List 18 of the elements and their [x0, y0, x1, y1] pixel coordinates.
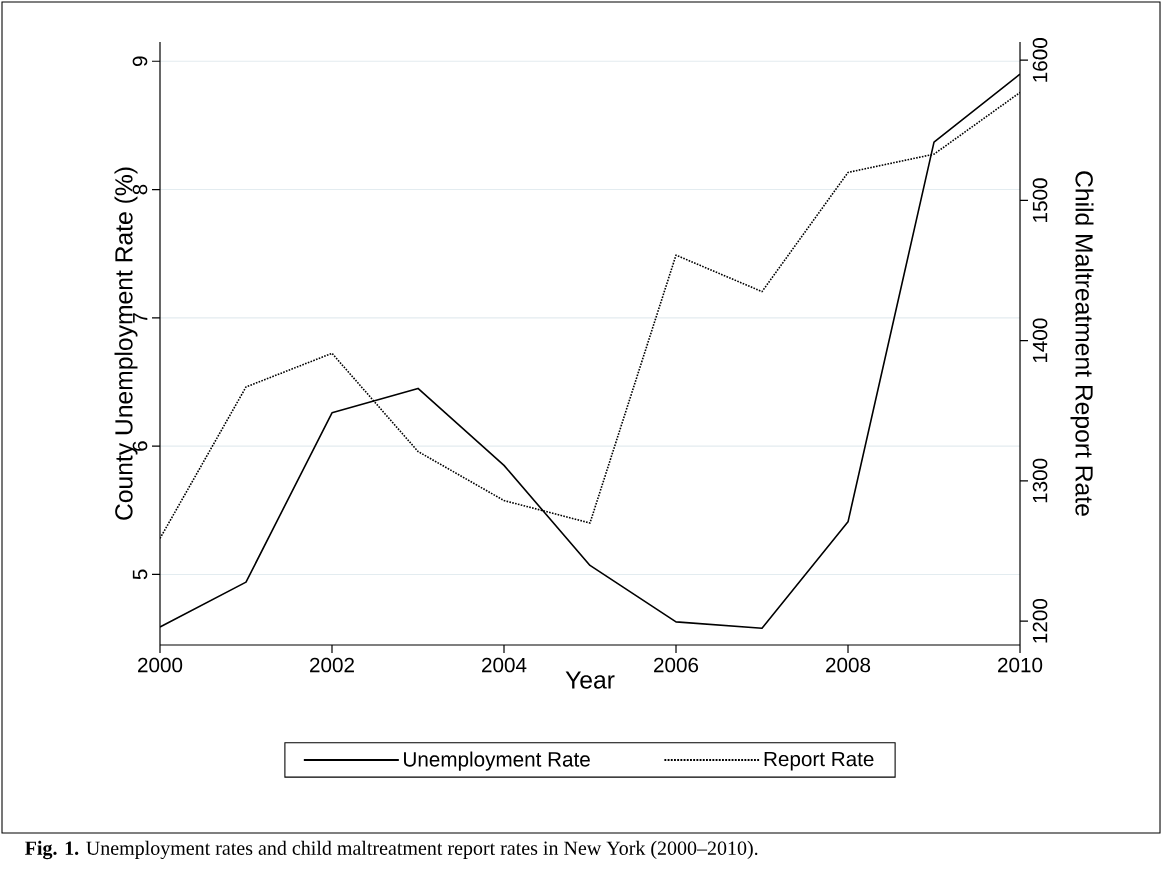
x-tick-label: 2000	[138, 657, 183, 673]
y2-tick-label: 1300	[1032, 458, 1048, 503]
x-tick-label: 2002	[310, 657, 354, 673]
text: Fig. 1. Unemployment rates and child maltreatment report rates in New York (2000–2010).	[25, 840, 758, 860]
legend-label: Unemployment Rate	[404, 751, 590, 771]
x-axis-title: Year	[565, 671, 615, 689]
x-tick-label: 2006	[654, 657, 699, 673]
x-tick-label: 2008	[826, 657, 871, 673]
y-tick-label: 9	[132, 56, 148, 67]
y-tick-label: 5	[132, 569, 148, 580]
x-tick-label: 2010	[998, 657, 1043, 673]
legend-label: Report Rate	[764, 751, 874, 771]
y2-tick-label: 1400	[1032, 318, 1048, 363]
y2-tick-label: 1500	[1032, 178, 1048, 222]
y2-tick-label: 1600	[1032, 38, 1048, 82]
x-tick-label: 2004	[482, 657, 527, 673]
y2-tick-label: 1200	[1032, 598, 1048, 643]
y2-axis-title: Child Maltreatment Report Rate	[1070, 171, 1094, 516]
